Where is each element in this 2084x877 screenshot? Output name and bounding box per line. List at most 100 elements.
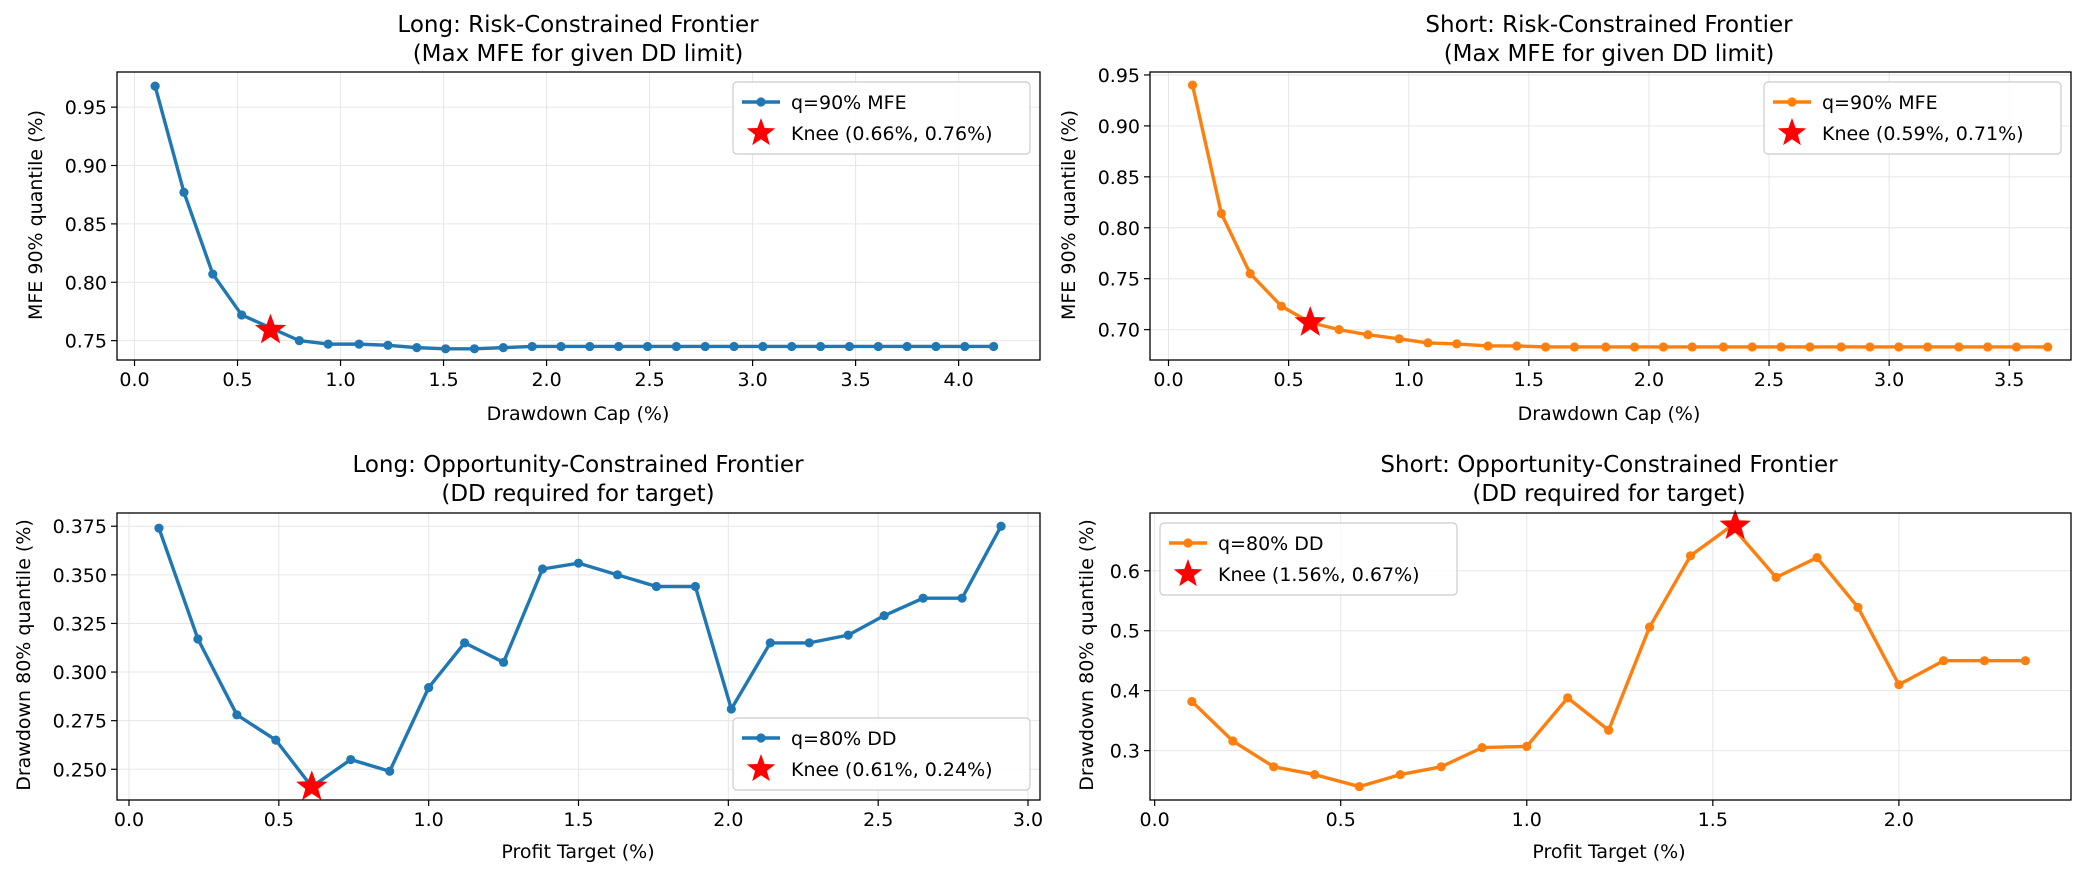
legend-series-marker [1183,538,1193,548]
x-tick-label: 0.5 [264,809,294,831]
data-point [651,581,662,592]
y-ticks: 0.250 0.275 0.300 0.325 0.350 0.375 [53,516,1040,781]
x-axis-label: Drawdown Cap (%) [1518,403,1701,425]
x-tick-label: 0.0 [119,369,149,391]
data-point [1853,602,1863,612]
panel-short-opportunity-frontier: Short: Opportunity-Constrained Frontier … [1076,452,2072,863]
x-tick-label: 1.0 [1512,809,1542,831]
panel-long-risk-frontier: Long: Risk-Constrained Frontier (Max MFE… [25,12,1041,425]
axes-frame [1149,512,2072,801]
chart-title-line2: (Max MFE for given DD limit) [1444,41,1775,67]
knee-star-marker [1719,509,1751,540]
data-point [179,187,189,197]
x-tick-label: 0.0 [114,809,144,831]
y-tick-label: 0.80 [1098,218,1140,240]
data-point [996,521,1006,531]
x-tick-label: 2.0 [713,809,743,831]
legend: q=80% DD Knee (1.56%, 0.67%) [1159,522,1458,596]
knee-star-marker [296,770,328,801]
data-point [1658,342,1668,352]
data-point [424,683,434,693]
x-tick-label: 0.5 [1326,809,1356,831]
data-point [879,611,889,621]
data-point [1477,743,1487,753]
data-point [150,81,160,91]
data-point [1334,325,1344,335]
chart-title-line2: (Max MFE for given DD limit) [413,41,744,67]
legend: q=90% MFE Knee (0.66%, 0.76%) [732,81,1031,155]
data-point [1747,342,1757,352]
legend: q=90% MFE Knee (0.59%, 0.71%) [1763,81,2062,155]
y-axis-label: MFE 90% quantile (%) [25,110,47,320]
data-point [787,341,797,352]
chart-title-line1: Long: Opportunity-Constrained Frontier [352,452,804,478]
y-tick-label: 0.75 [65,331,107,353]
x-tick-label: 2.5 [1754,369,1784,391]
data-point [1187,696,1197,707]
data-point [1245,269,1255,279]
data-point [700,341,710,352]
data-point [385,766,395,776]
legend-knee-star-icon [1173,559,1203,587]
chart-title-line1: Long: Risk-Constrained Frontier [397,12,759,38]
data-point [1805,342,1815,352]
chart-title-line2: (DD required for target) [1472,481,1745,507]
x-tick-label: 3.0 [1874,369,1904,391]
x-ticks: 0.0 0.5 1.0 1.5 2.0 2.5 3.0 [114,513,1043,831]
legend-knee-label: Knee (0.59%, 0.71%) [1822,123,2024,145]
data-point [237,310,247,320]
data-point [614,341,624,352]
data-point [1983,342,1993,352]
x-tick-label: 1.0 [325,369,355,391]
data-point [323,339,333,349]
data-point [412,343,422,353]
data-point [804,638,814,648]
y-tick-label: 0.250 [53,759,107,781]
x-ticks: 0.0 0.5 1.0 1.5 2.0 2.5 3.0 3.5 [1153,72,2024,391]
data-point [1363,330,1373,340]
data-point [1922,342,1933,352]
y-tick-label: 0.3 [1110,741,1140,763]
y-tick-label: 0.80 [65,272,107,294]
data-point [383,340,393,350]
data-point [758,341,768,352]
data-point [1771,572,1781,582]
x-tick-label: 4.0 [944,369,974,391]
data-point [2043,342,2053,352]
data-point [729,341,739,352]
chart-title-line1: Short: Opportunity-Constrained Frontier [1380,452,1838,478]
data-point [1979,656,1990,666]
chart-title-line1: Short: Risk-Constrained Frontier [1425,12,1793,38]
data-point [844,341,855,352]
legend-box [1159,522,1458,596]
x-tick-label: 2.0 [531,369,561,391]
legend-series-label: q=90% MFE [1822,92,1938,114]
legend-series-label: q=80% DD [791,728,897,750]
data-point [1310,769,1320,780]
data-point [1395,769,1405,780]
y-tick-label: 0.350 [53,565,107,587]
data-point [918,593,928,603]
x-tick-label: 2.0 [1634,369,1664,391]
series-line [153,85,994,351]
knee-star-marker [254,313,287,344]
data-point [902,341,912,352]
x-tick-label: 0.0 [1153,369,1183,391]
data-point [346,754,356,765]
legend-knee-star-icon [746,754,776,782]
y-ticks: 0.3 0.4 0.5 0.6 [1110,561,2071,763]
data-point [989,341,999,352]
y-axis-label: MFE 90% quantile (%) [1058,110,1080,320]
x-tick-label: 0.5 [1273,369,1303,391]
legend-series-marker [1787,97,1797,107]
x-tick-label: 2.5 [634,369,664,391]
data-point [527,341,537,352]
data-point [1687,342,1697,352]
x-tick-label: 2.5 [863,809,893,831]
data-point [154,523,164,533]
x-tick-label: 1.0 [1394,369,1424,391]
data-point [2020,656,2031,666]
legend-knee-label: Knee (0.61%, 0.24%) [791,759,993,781]
x-tick-label: 3.0 [737,369,767,391]
